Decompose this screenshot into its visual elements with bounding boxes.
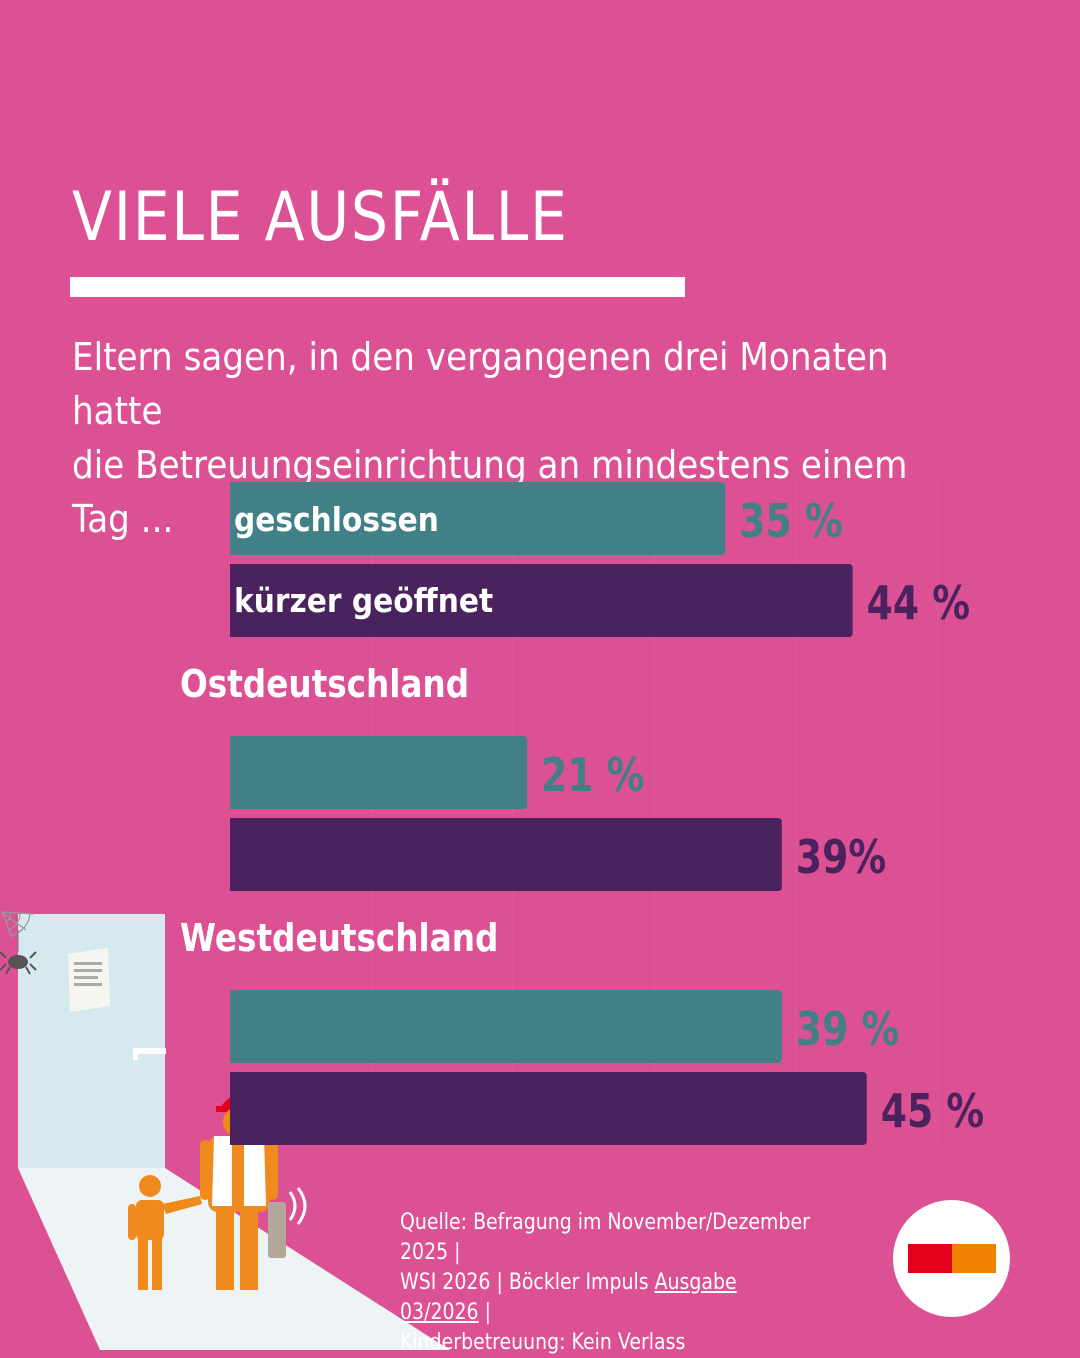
- page-title: VIELE AUSFÄLLE: [72, 178, 569, 257]
- value-label-3-2: 45 %: [881, 1084, 984, 1138]
- logo-orange-block: [952, 1244, 996, 1273]
- group-label-ostdeutschland: Ostdeutschland: [180, 663, 469, 707]
- notice-paper-icon: [68, 948, 110, 1012]
- child-icon: [128, 1175, 202, 1290]
- value-label-1-1: 35 %: [739, 494, 842, 548]
- subtitle-line-2: die Betreuungseinrichtung an mindestens …: [72, 443, 908, 541]
- source-link[interactable]: Ausgabe 03/2026: [400, 1270, 737, 1325]
- value-label-2-2: 39%: [796, 830, 886, 884]
- subtitle: Eltern sagen, in den vergangenen drei Mo…: [72, 330, 972, 546]
- illustration: [0, 911, 450, 1350]
- series-label-geschlossen: geschlossen: [234, 502, 439, 540]
- subtitle-line-1: Eltern sagen, in den vergangenen drei Mo…: [72, 335, 889, 433]
- door-handle: [133, 1048, 166, 1054]
- title-underline: [70, 277, 685, 297]
- source-line-2-suffix: |: [478, 1300, 491, 1325]
- source-line-1: Quelle: Befragung im November/Dezember 2…: [400, 1210, 810, 1265]
- bar-2-kuerzer-geoeffnet: [230, 818, 782, 891]
- bar-3-geschlossen: [230, 990, 782, 1063]
- boeckler-logo: [893, 1200, 1010, 1317]
- value-label-1-2: 44 %: [867, 576, 970, 630]
- value-label-2-1: 21 %: [541, 748, 644, 802]
- source-line-3: Kinderbetreuung: Kein Verlass: [400, 1330, 686, 1355]
- cobweb-icon: [1, 911, 35, 939]
- value-label-3-1: 39 %: [796, 1002, 899, 1056]
- bars: [230, 482, 867, 1145]
- phone-vibrating-icon: [268, 1187, 307, 1258]
- spider-icon: [0, 951, 37, 975]
- group-label-westdeutschland: Westdeutschland: [180, 917, 498, 961]
- bar-1-geschlossen: [230, 482, 726, 555]
- logo-red-block: [908, 1244, 952, 1273]
- source-note: Quelle: Befragung im November/Dezember 2…: [400, 1208, 813, 1358]
- source-line-2-prefix: WSI 2026 | Böckler Impuls: [400, 1270, 655, 1295]
- bar-1-kuerzer-geoeffnet: [230, 564, 853, 637]
- bar-3-kuerzer-geoeffnet: [230, 1072, 867, 1145]
- value-labels: 35 % 44 % 21 % 39% 39 % 45 %: [541, 494, 984, 1138]
- bar-2-geschlossen: [230, 736, 528, 809]
- series-label-kuerzer-geoeffnet: kürzer geöffnet: [234, 583, 493, 621]
